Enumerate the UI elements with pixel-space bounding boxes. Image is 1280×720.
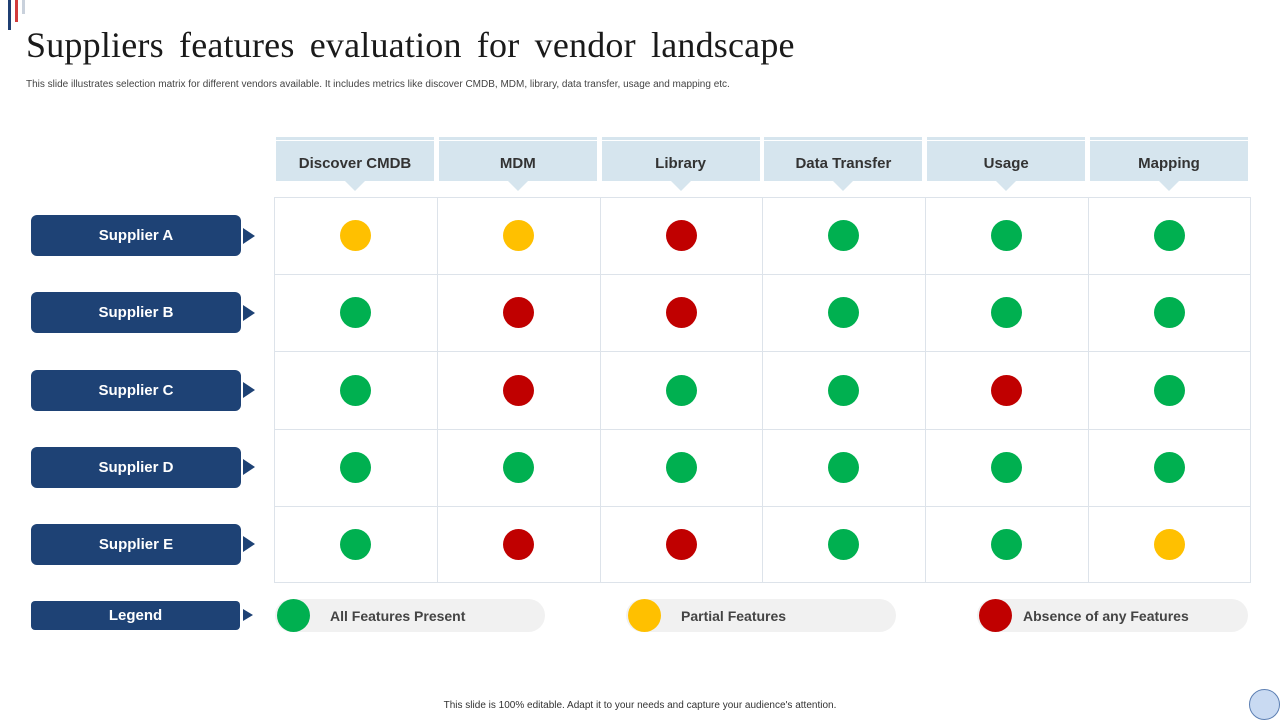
status-dot-present	[828, 220, 860, 252]
grid-column-divider	[436, 198, 438, 582]
slide-footer: This slide is 100% editable. Adapt it to…	[443, 700, 837, 711]
grid-column-divider	[762, 198, 764, 582]
column-header: MDM	[438, 137, 597, 191]
grid-column-divider	[925, 198, 927, 582]
status-dot-present	[665, 374, 697, 406]
legend-item-label: All Features Present	[330, 607, 466, 624]
legend-arrow-icon	[243, 609, 253, 621]
status-dot-present	[828, 451, 860, 483]
status-dot-present	[1154, 451, 1186, 483]
legend-item: Partial Features	[626, 599, 896, 632]
row-arrow-icon	[243, 304, 255, 321]
status-dot-present	[339, 374, 371, 406]
accent-bar-navy	[8, 0, 11, 30]
grid-column-divider	[599, 198, 601, 582]
status-dot-absent	[502, 528, 534, 560]
status-dot-partial	[339, 220, 371, 252]
status-dot-present	[991, 528, 1023, 560]
status-dot-present	[502, 451, 534, 483]
status-dot-absent	[502, 374, 534, 406]
status-dot-present	[1154, 374, 1186, 406]
accent-bar-red	[15, 0, 18, 22]
status-dot-partial	[502, 220, 534, 252]
status-dot-present	[991, 451, 1023, 483]
column-header: Library	[601, 137, 760, 191]
status-dot-absent	[502, 297, 534, 329]
column-header: Usage	[927, 137, 1086, 191]
row-arrow-icon	[243, 459, 255, 476]
supplier-label: Supplier C	[31, 369, 241, 411]
feature-matrix-grid	[274, 197, 1251, 583]
legend-item: Absence of any Features	[977, 599, 1248, 632]
slide-title: Suppliers features evaluation for vendor…	[26, 25, 795, 65]
status-dot-absent	[665, 297, 697, 329]
status-dot-absent	[665, 220, 697, 252]
supplier-label: Supplier E	[31, 523, 241, 565]
grid-column-divider	[1088, 198, 1090, 582]
grid-row-divider	[275, 351, 1250, 353]
grid-row-divider	[275, 428, 1250, 430]
legend-label: Legend	[31, 601, 240, 630]
status-dot-present	[991, 297, 1023, 329]
status-dot-present	[828, 297, 860, 329]
row-arrow-icon	[243, 227, 255, 244]
status-dot-present	[1154, 220, 1186, 252]
legend-dot-absent	[979, 599, 1012, 632]
supplier-label: Supplier B	[31, 292, 241, 334]
column-header: Mapping	[1090, 137, 1248, 191]
status-dot-absent	[991, 374, 1023, 406]
legend-item: All Features Present	[275, 599, 545, 632]
legend-dot-present	[277, 599, 310, 632]
accent-bar-grey	[22, 0, 25, 14]
status-dot-present	[1154, 297, 1186, 329]
legend-item-label: Partial Features	[681, 607, 787, 624]
column-header: Discover CMDB	[276, 137, 434, 191]
status-dot-partial	[1154, 528, 1186, 560]
row-arrow-icon	[243, 382, 255, 398]
supplier-label: Supplier A	[31, 215, 241, 257]
status-dot-present	[828, 528, 860, 560]
status-dot-absent	[665, 528, 697, 560]
status-dot-present	[339, 451, 371, 483]
corner-circle-icon	[1249, 689, 1280, 720]
status-dot-present	[991, 220, 1023, 252]
status-dot-present	[339, 297, 371, 329]
status-dot-present	[665, 451, 697, 483]
status-dot-present	[339, 528, 371, 560]
supplier-label: Supplier D	[31, 446, 241, 488]
legend-item-label: Absence of any Features	[1023, 607, 1189, 624]
row-arrow-icon	[243, 536, 255, 553]
legend-dot-partial	[628, 599, 661, 632]
grid-row-divider	[275, 505, 1250, 507]
status-dot-present	[828, 374, 860, 406]
grid-row-divider	[275, 274, 1250, 276]
slide-subtitle: This slide illustrates selection matrix …	[26, 79, 730, 90]
column-header: Data Transfer	[764, 137, 923, 191]
